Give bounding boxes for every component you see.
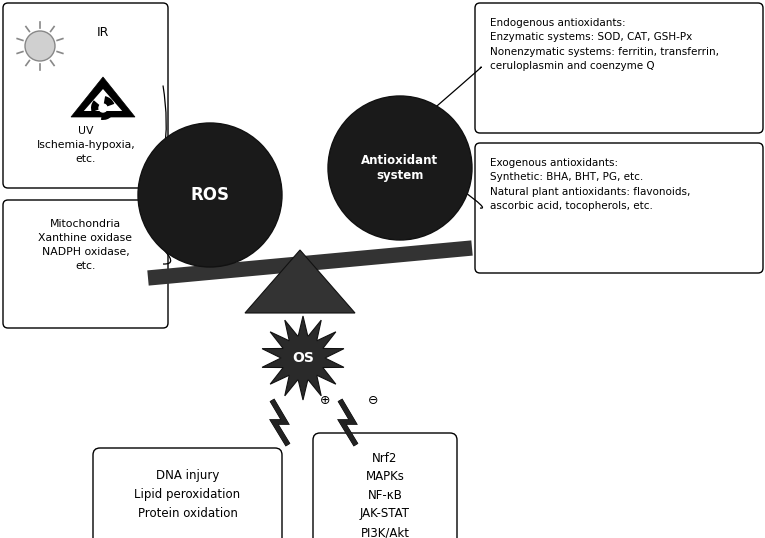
Text: ROS: ROS bbox=[190, 186, 229, 204]
FancyBboxPatch shape bbox=[3, 3, 168, 188]
Circle shape bbox=[138, 123, 282, 267]
Text: ⊕: ⊕ bbox=[320, 393, 330, 407]
Circle shape bbox=[328, 96, 472, 240]
FancyBboxPatch shape bbox=[3, 200, 168, 328]
Text: OS: OS bbox=[292, 351, 314, 365]
Wedge shape bbox=[101, 108, 112, 120]
Polygon shape bbox=[71, 77, 135, 117]
Polygon shape bbox=[245, 250, 355, 313]
FancyBboxPatch shape bbox=[475, 143, 763, 273]
Text: ⊖: ⊖ bbox=[368, 393, 378, 407]
Circle shape bbox=[25, 31, 55, 61]
FancyBboxPatch shape bbox=[475, 3, 763, 133]
Text: Mitochondria
Xanthine oxidase
NADPH oxidase,
etc.: Mitochondria Xanthine oxidase NADPH oxid… bbox=[38, 219, 132, 271]
Wedge shape bbox=[103, 96, 114, 108]
Circle shape bbox=[99, 104, 107, 112]
Wedge shape bbox=[91, 100, 103, 112]
Text: DNA injury
Lipid peroxidation
Protein oxidation: DNA injury Lipid peroxidation Protein ox… bbox=[135, 469, 240, 520]
FancyBboxPatch shape bbox=[313, 433, 457, 538]
Text: Antioxidant
system: Antioxidant system bbox=[361, 154, 438, 182]
Text: Exogenous antioxidants:
Synthetic: BHA, BHT, PG, etc.
Natural plant antioxidants: Exogenous antioxidants: Synthetic: BHA, … bbox=[490, 158, 690, 211]
Polygon shape bbox=[262, 316, 344, 400]
Text: IR: IR bbox=[97, 26, 109, 39]
Text: Nrf2
MAPKs
NF-κB
JAK-STAT
PI3K/Akt: Nrf2 MAPKs NF-κB JAK-STAT PI3K/Akt bbox=[360, 452, 410, 538]
Polygon shape bbox=[84, 89, 122, 111]
FancyBboxPatch shape bbox=[93, 448, 282, 538]
Text: UV
Ischemia-hypoxia,
etc.: UV Ischemia-hypoxia, etc. bbox=[37, 126, 135, 164]
Text: Endogenous antioxidants:
Enzymatic systems: SOD, CAT, GSH-Px
Nonenzymatic system: Endogenous antioxidants: Enzymatic syste… bbox=[490, 18, 719, 71]
